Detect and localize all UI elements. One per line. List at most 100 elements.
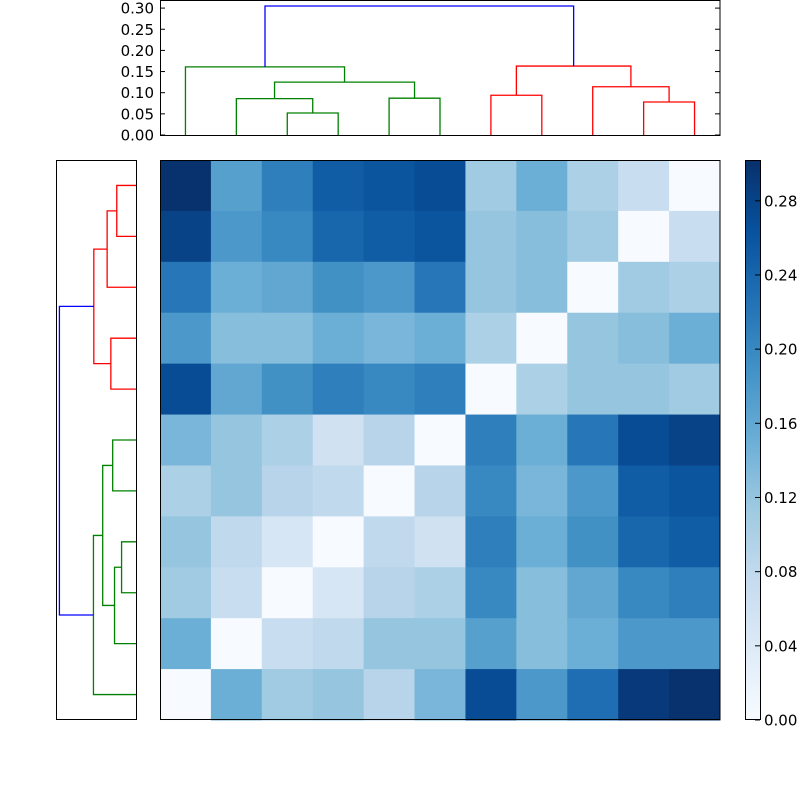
heatmap-cell [414, 618, 466, 670]
left-dendrogram-frame [56, 160, 137, 720]
heatmap-cell [363, 567, 416, 619]
heatmap-cell [261, 465, 314, 517]
heatmap-cell [669, 465, 721, 517]
heatmap-cell [618, 414, 670, 466]
heatmap-cell [567, 516, 619, 568]
heatmap-cell [160, 516, 212, 568]
heatmap-cell [363, 363, 416, 416]
heatmap-cell [210, 363, 263, 416]
heatmap-cell [261, 567, 314, 619]
heatmap-cell [465, 261, 517, 314]
heatmap-cell [210, 261, 263, 314]
colorbar-tick-label: 0.12 [764, 489, 797, 507]
y-tick-label: 0.15 [121, 63, 154, 81]
heatmap-cell [363, 160, 416, 212]
heatmap-cell [516, 516, 568, 568]
heatmap-cell [414, 210, 466, 263]
heatmap-cell [567, 261, 619, 314]
heatmap-cell [414, 160, 466, 212]
colorbar-tick-label: 0.24 [764, 266, 797, 284]
heatmap-cell [669, 567, 721, 619]
heatmap-cell [160, 363, 212, 416]
heatmap-cell [312, 210, 365, 263]
heatmap-cell [261, 160, 314, 212]
heatmap-cell [516, 312, 568, 365]
heatmap-cell [618, 210, 670, 263]
heatmap-cell [363, 312, 416, 365]
dendrogram-link [515, 65, 632, 96]
heatmap-cell [261, 363, 314, 416]
heatmap-cell [516, 567, 568, 619]
colorbar-tick-label: 0.00 [764, 712, 797, 730]
heatmap-cell [363, 414, 416, 466]
heatmap-cell [669, 160, 721, 212]
heatmap-cell [363, 210, 416, 263]
heatmap-cell [414, 414, 466, 466]
heatmap-cell [160, 414, 212, 466]
heatmap-cell [312, 618, 365, 670]
dendrogram-link [113, 566, 136, 645]
heatmap-cell [669, 312, 721, 365]
heatmap-cell [618, 160, 670, 212]
heatmap-cell [516, 669, 568, 721]
y-tick-label: 0.20 [121, 42, 154, 60]
heatmap-cell [465, 363, 517, 416]
heatmap-matrix [160, 160, 721, 721]
heatmap-cell [312, 516, 365, 568]
heatmap-cell [465, 414, 517, 466]
dendrogram-link [388, 97, 441, 135]
heatmap-frame [160, 160, 721, 720]
heatmap-cell [160, 210, 212, 263]
heatmap-cell [567, 618, 619, 670]
dendrogram-link [273, 81, 416, 99]
heatmap-cell [261, 516, 314, 568]
heatmap-cell [210, 567, 263, 619]
heatmap-cell [363, 465, 416, 517]
heatmap-cell [618, 618, 670, 670]
heatmap-cell [160, 669, 212, 721]
heatmap-cell [160, 261, 212, 314]
heatmap-cell [567, 160, 619, 212]
heatmap-cell [516, 465, 568, 517]
colorbar-frame [745, 160, 761, 720]
dendrogram-link [112, 439, 136, 492]
colorbar-ticks: 0.00 0.04 0.08 0.12 0.16 0.20 0.24 0.28 [755, 192, 797, 730]
dendrogram-link [592, 86, 670, 135]
colorbar-tick-label: 0.28 [764, 192, 797, 210]
left-dendrogram [58, 184, 136, 696]
heatmap-cell [312, 465, 365, 517]
heatmap-cell [516, 414, 568, 466]
heatmap-cell [363, 261, 416, 314]
heatmap-cell [414, 567, 466, 619]
heatmap-cell [210, 516, 263, 568]
heatmap-cell [160, 312, 212, 365]
heatmap-cell [160, 618, 212, 670]
heatmap-cell [669, 261, 721, 314]
heatmap-cell [414, 261, 466, 314]
heatmap-cell [414, 465, 466, 517]
heatmap-cell [210, 160, 263, 212]
heatmap-cell [669, 669, 721, 721]
heatmap-cell [312, 363, 365, 416]
dendrogram-link [286, 112, 339, 135]
heatmap-cell [669, 618, 721, 670]
heatmap-cell [618, 363, 670, 416]
heatmap-cell [516, 210, 568, 263]
heatmap-cell [312, 160, 365, 212]
heatmap-cell [312, 567, 365, 619]
dendrogram-link [110, 337, 136, 390]
colorbar-tick-label: 0.16 [764, 415, 797, 433]
heatmap-cell [618, 669, 670, 721]
heatmap-cell [363, 618, 416, 670]
heatmap-cell [516, 363, 568, 416]
heatmap-cell [465, 618, 517, 670]
dendrogram-link [642, 101, 696, 135]
heatmap-cell [210, 210, 263, 263]
dendrogram-link [93, 248, 111, 365]
heatmap-cell [465, 210, 517, 263]
heatmap-cell [618, 465, 670, 517]
colorbar-tick-label: 0.08 [764, 563, 797, 581]
heatmap-cell [669, 210, 721, 263]
heatmap-cell [160, 465, 212, 517]
heatmap-cell [363, 516, 416, 568]
